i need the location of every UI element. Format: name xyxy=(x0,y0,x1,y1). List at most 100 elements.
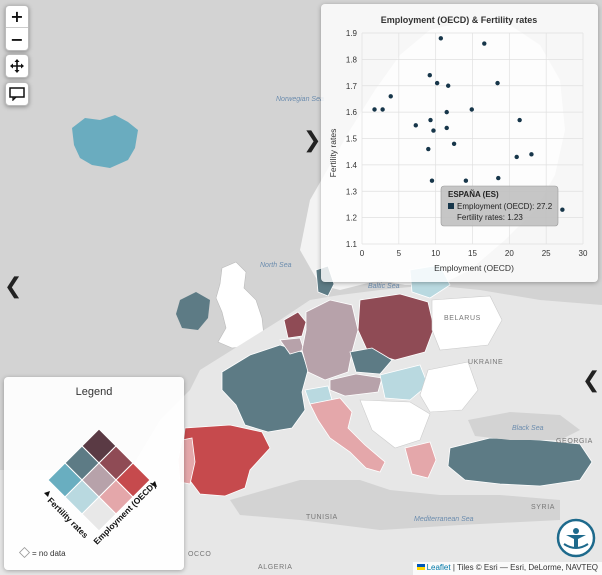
north-sea-label: North Sea xyxy=(260,262,292,269)
mediterranean-sea xyxy=(230,480,560,530)
greece xyxy=(404,441,437,479)
chart-title: Employment (OECD) & Fertility rates xyxy=(381,15,538,25)
data-point[interactable] xyxy=(451,141,457,146)
y-tick-label: 1.7 xyxy=(346,82,358,91)
belarus-label: BELARUS xyxy=(444,315,481,322)
legend-panel: Legend Fertility rates Employment (OECD)… xyxy=(4,377,184,570)
data-point[interactable] xyxy=(529,152,534,157)
pan-control xyxy=(5,54,29,78)
legend-title: Legend xyxy=(75,386,113,398)
zoom-out-button[interactable]: − xyxy=(10,29,24,49)
y-tick-label: 1.1 xyxy=(346,240,358,249)
y-tick-label: 1.9 xyxy=(346,29,358,38)
organization-logo-icon xyxy=(556,518,596,558)
mediterranean-label: Mediterranean Sea xyxy=(414,516,474,523)
y-tick-label: 1.6 xyxy=(346,108,358,117)
baltic-sea-label: Baltic Sea xyxy=(368,283,400,290)
data-point[interactable] xyxy=(463,178,469,183)
data-point[interactable] xyxy=(482,41,487,46)
attribution-text: | Tiles © Esri — Esri, DeLorme, NAVTEQ xyxy=(450,563,598,572)
y-tick-label: 1.3 xyxy=(346,187,358,196)
legend-arrow-right-icon xyxy=(151,481,157,487)
morocco-label: OCCO xyxy=(188,551,212,558)
italy xyxy=(309,397,386,473)
chart-tooltip: ESPAÑA (ES) Employment (OECD): 27.2 Fert… xyxy=(440,185,559,227)
data-point[interactable] xyxy=(428,117,433,123)
expand-left-arrow-icon[interactable]: ❮ xyxy=(4,274,23,299)
y-axis-label: Fertility rates xyxy=(328,129,338,178)
data-point[interactable] xyxy=(495,80,500,86)
data-point[interactable] xyxy=(372,107,377,112)
data-point[interactable] xyxy=(444,125,449,131)
y-tick-label: 1.2 xyxy=(346,214,358,223)
ukraine-label: UKRAINE xyxy=(468,359,504,366)
zoom-in-button[interactable]: + xyxy=(6,6,28,28)
poland xyxy=(357,293,435,361)
france xyxy=(221,344,309,433)
x-tick-label: 5 xyxy=(397,249,402,258)
legend-color-grid xyxy=(47,428,151,532)
black-sea-label: Black Sea xyxy=(512,425,544,432)
syria-label: SYRIA xyxy=(531,504,556,511)
data-point[interactable] xyxy=(434,80,440,86)
data-point[interactable] xyxy=(445,83,451,88)
czechia xyxy=(349,347,393,375)
legend-arrow-left-icon xyxy=(44,491,50,497)
data-point[interactable] xyxy=(413,123,418,128)
x-tick-label: 0 xyxy=(360,249,365,258)
data-point[interactable] xyxy=(388,94,393,99)
data-point[interactable] xyxy=(517,117,522,123)
y-axis-ticks: 1.1 1.2 1.3 1.4 1.5 1.6 1.7 1.8 1.9 xyxy=(346,29,358,249)
view-control xyxy=(5,82,29,106)
tooltip-line-employment: Employment (OECD): 27.2 xyxy=(457,202,553,211)
romania xyxy=(419,361,479,413)
tunisia-label: TUNISIA xyxy=(306,514,338,521)
collapse-chart-arrow-icon[interactable]: ❯ xyxy=(303,128,322,153)
data-point[interactable] xyxy=(444,109,449,115)
data-point[interactable] xyxy=(514,154,519,160)
bivariate-legend: Fertility rates Employment (OECD) = no d… xyxy=(18,428,158,559)
data-point[interactable] xyxy=(560,207,565,212)
hungary xyxy=(379,364,429,401)
y-tick-label: 1.5 xyxy=(346,135,358,144)
balkans xyxy=(359,399,431,449)
turkey xyxy=(447,437,593,487)
data-point[interactable] xyxy=(427,73,432,78)
austria xyxy=(329,373,383,397)
x-tick-label: 20 xyxy=(505,249,514,258)
data-point[interactable] xyxy=(469,107,474,112)
no-data-swatch xyxy=(18,546,31,559)
x-tick-label: 10 xyxy=(431,249,440,258)
scatter-chart-panel: Employment (OECD) & Fertility rates 1.1 1… xyxy=(321,4,598,282)
no-data-label: = no data xyxy=(32,549,66,558)
x-axis-label: Employment (OECD) xyxy=(434,263,514,273)
legend-swatch xyxy=(81,496,117,532)
data-point[interactable] xyxy=(438,36,444,41)
move-icon[interactable] xyxy=(6,55,28,77)
tooltip-series-swatch xyxy=(448,203,454,209)
leaflet-flag-icon xyxy=(416,564,425,570)
expand-right-arrow-icon[interactable]: ❮ xyxy=(582,368,601,393)
norwegian-sea-label: Norwegian Sea xyxy=(276,96,324,103)
germany xyxy=(301,299,359,381)
chart-points xyxy=(372,36,565,212)
popup-toggle-icon[interactable] xyxy=(6,83,28,105)
tooltip-line-fertility: Fertility rates: 1.23 xyxy=(457,213,523,222)
x-tick-label: 25 xyxy=(542,249,551,258)
data-point[interactable] xyxy=(380,107,385,112)
zoom-control: + − xyxy=(5,5,29,51)
data-point[interactable] xyxy=(426,146,431,152)
y-tick-label: 1.4 xyxy=(346,161,358,170)
algeria-label: ALGERIA xyxy=(258,564,293,571)
leaflet-link[interactable]: Leaflet xyxy=(426,563,451,572)
map-attribution: Leaflet | Tiles © Esri — Esri, DeLorme, … xyxy=(412,562,602,575)
x-tick-label: 30 xyxy=(579,249,588,258)
ireland xyxy=(176,292,210,330)
y-tick-label: 1.8 xyxy=(346,55,358,64)
georgia-label: GEORGIA xyxy=(556,438,593,445)
black-sea xyxy=(468,412,580,440)
iceland xyxy=(72,115,138,168)
data-point[interactable] xyxy=(429,178,435,183)
data-point[interactable] xyxy=(431,128,436,133)
data-point[interactable] xyxy=(496,175,501,181)
